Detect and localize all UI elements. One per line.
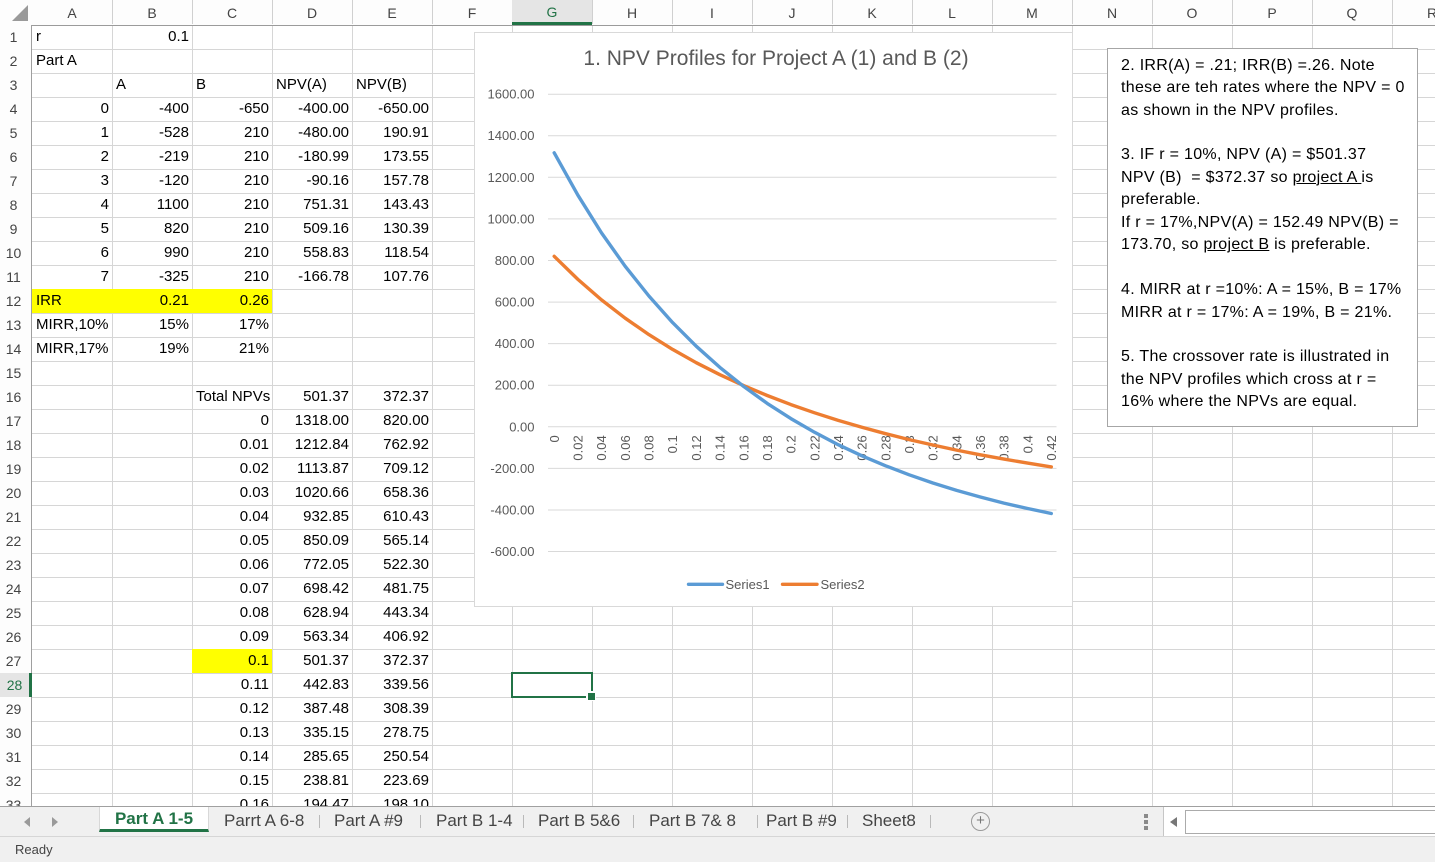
svg-text:0.02: 0.02	[571, 435, 586, 460]
svg-text:Series2: Series2	[821, 577, 865, 592]
svg-text:0.2: 0.2	[784, 435, 799, 453]
svg-text:200.00: 200.00	[495, 378, 535, 393]
svg-text:1. NPV Profiles for Project A: 1. NPV Profiles for Project A (1) and B …	[583, 47, 968, 70]
svg-text:0.16: 0.16	[736, 435, 751, 460]
svg-text:0.08: 0.08	[642, 435, 657, 460]
svg-text:0.00: 0.00	[509, 419, 534, 434]
svg-text:Series1: Series1	[726, 577, 770, 592]
svg-text:400.00: 400.00	[495, 336, 535, 351]
svg-text:0.18: 0.18	[760, 435, 775, 460]
svg-text:0.28: 0.28	[878, 435, 893, 460]
svg-text:0.04: 0.04	[594, 435, 609, 460]
svg-text:0: 0	[547, 435, 562, 442]
svg-text:0.1: 0.1	[665, 435, 680, 453]
svg-text:0.32: 0.32	[926, 435, 941, 460]
svg-text:600.00: 600.00	[495, 295, 535, 310]
svg-text:0.22: 0.22	[807, 435, 822, 460]
svg-text:0.38: 0.38	[997, 435, 1012, 460]
svg-text:0.14: 0.14	[713, 435, 728, 460]
svg-text:1600.00: 1600.00	[488, 87, 535, 102]
svg-text:-600.00: -600.00	[490, 544, 534, 559]
svg-text:0.06: 0.06	[618, 435, 633, 460]
svg-text:-400.00: -400.00	[490, 503, 534, 518]
svg-text:800.00: 800.00	[495, 253, 535, 268]
svg-text:0.34: 0.34	[949, 435, 964, 460]
svg-text:1400.00: 1400.00	[488, 128, 535, 143]
svg-text:1000.00: 1000.00	[488, 211, 535, 226]
svg-text:0.4: 0.4	[1020, 435, 1035, 453]
svg-text:0.12: 0.12	[689, 435, 704, 460]
svg-text:1200.00: 1200.00	[488, 170, 535, 185]
svg-text:0.42: 0.42	[1044, 435, 1059, 460]
svg-text:-200.00: -200.00	[490, 461, 534, 476]
